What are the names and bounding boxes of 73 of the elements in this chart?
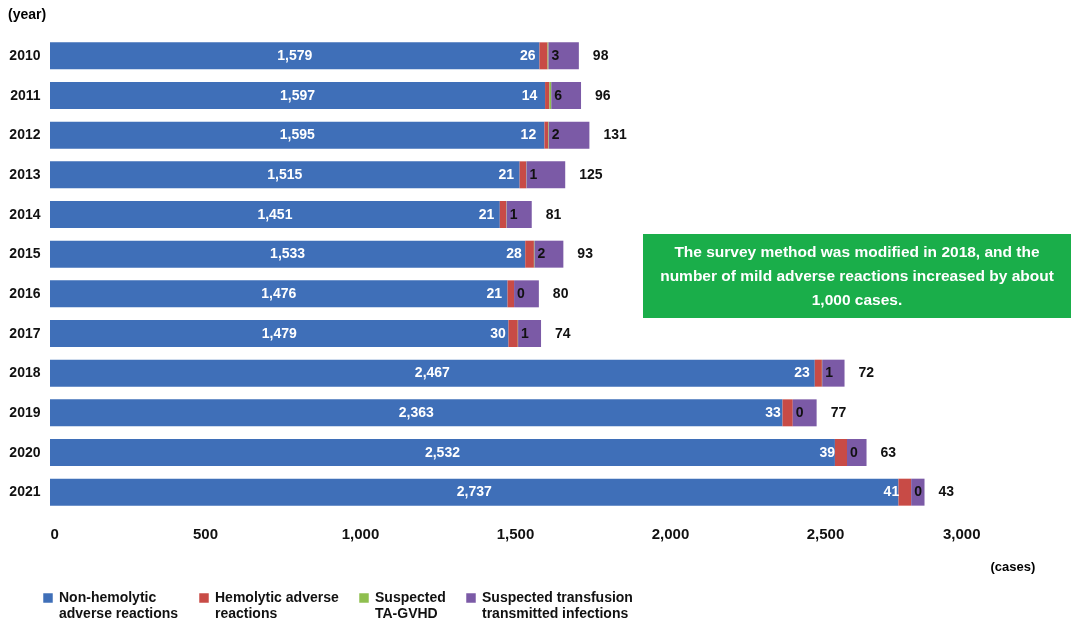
y-tick-label: 2011 — [10, 86, 41, 103]
data-label: 2,532 — [424, 443, 461, 460]
data-label: 28 — [506, 245, 523, 262]
data-label: 2 — [537, 245, 546, 262]
legend-label: Hemolytic adverse reactions — [215, 589, 339, 621]
y-tick-label: 2019 — [9, 403, 41, 420]
data-label: 1 — [521, 324, 530, 341]
data-label: 63 — [880, 443, 897, 460]
data-label: 33 — [765, 403, 781, 420]
data-label: 1 — [509, 205, 518, 222]
x-tick-label: 2,000 — [651, 524, 690, 542]
y-tick-label: 2013 — [9, 165, 41, 182]
data-label: 0 — [850, 443, 859, 460]
data-label: 1,595 — [279, 126, 315, 143]
data-label: 77 — [830, 403, 847, 420]
data-label: 2,467 — [414, 364, 451, 381]
data-label: 21 — [498, 165, 515, 182]
data-label: 1,476 — [261, 284, 297, 301]
y-tick-label: 2020 — [9, 443, 41, 460]
data-label: 1,533 — [270, 245, 306, 262]
data-label: 0 — [517, 284, 526, 301]
data-label: 80 — [552, 284, 569, 301]
data-label: 1,515 — [267, 165, 303, 182]
data-label: 12 — [520, 126, 537, 143]
data-label: 23 — [794, 364, 811, 381]
x-axis-title: (cases) — [990, 558, 1036, 574]
data-label: 21 — [486, 284, 503, 301]
data-label: 30 — [490, 324, 506, 341]
data-label: 131 — [603, 126, 627, 143]
data-label: 0 — [795, 403, 804, 420]
data-label: 14 — [521, 86, 538, 103]
y-tick-label: 2012 — [9, 126, 41, 143]
data-label: 6 — [554, 86, 563, 103]
x-tick-label: 0 — [50, 524, 59, 542]
data-label: 93 — [577, 245, 594, 262]
data-label: 1,479 — [261, 324, 297, 341]
data-label: 98 — [592, 46, 609, 63]
data-label: 26 — [519, 46, 536, 63]
y-tick-label: 2017 — [9, 324, 41, 341]
note-box: The survey method was modified in 2018, and the number of mild adverse reactions increased by about 1,000 cases. — [643, 234, 1071, 318]
data-label: 43 — [938, 483, 955, 500]
legend-label: Suspected transfusion transmitted infections — [482, 589, 633, 621]
data-label: 1,451 — [257, 205, 293, 222]
data-label: 2,737 — [456, 483, 492, 500]
y-tick-label: 2014 — [9, 205, 41, 222]
data-label: 74 — [555, 324, 571, 341]
data-label: 81 — [545, 205, 562, 222]
data-label: 1,597 — [280, 86, 316, 103]
x-tick-label: 3,000 — [942, 524, 981, 542]
data-label: 0 — [914, 483, 923, 500]
x-tick-label: 1,000 — [341, 524, 380, 542]
data-label: 1 — [825, 364, 834, 381]
legend-label: Suspected TA-GVHD — [375, 589, 446, 621]
data-label: 1,579 — [277, 46, 313, 63]
data-label: 3 — [551, 46, 560, 63]
data-label: 125 — [579, 165, 603, 182]
data-label: 2 — [551, 126, 560, 143]
y-tick-label: 2021 — [9, 483, 41, 500]
data-label: 2,363 — [398, 403, 434, 420]
data-label: 39 — [819, 443, 836, 460]
y-axis-title: (year) — [8, 6, 47, 22]
x-tick-label: 2,500 — [806, 524, 845, 542]
y-tick-label: 2018 — [9, 364, 41, 381]
data-label: 96 — [595, 86, 611, 103]
data-label: 72 — [858, 364, 875, 381]
x-tick-label: 500 — [192, 524, 219, 542]
y-tick-label: 2016 — [9, 284, 41, 301]
y-tick-label: 2015 — [9, 245, 41, 262]
y-tick-label: 2010 — [9, 46, 41, 63]
data-label: 1 — [529, 165, 538, 182]
x-tick-label: 1,500 — [496, 524, 535, 542]
data-label: 21 — [478, 205, 495, 222]
legend-label: Non-hemolytic adverse reactions — [59, 589, 179, 621]
